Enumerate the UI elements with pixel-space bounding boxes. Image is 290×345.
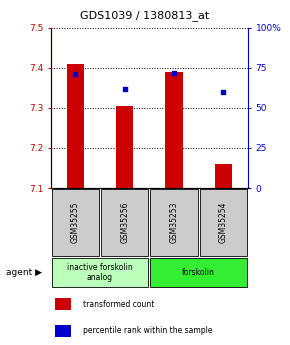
Text: GSM35254: GSM35254 — [219, 202, 228, 243]
Text: inactive forskolin
analog: inactive forskolin analog — [67, 263, 133, 282]
Text: forskolin: forskolin — [182, 268, 215, 277]
Point — [221, 89, 226, 95]
Bar — [55, 298, 71, 310]
Bar — [67, 64, 84, 188]
Point — [122, 86, 127, 91]
Text: GSM35255: GSM35255 — [71, 202, 80, 243]
Text: percentile rank within the sample: percentile rank within the sample — [83, 326, 212, 335]
Text: GSM35256: GSM35256 — [120, 202, 129, 243]
Bar — [150, 189, 198, 256]
Text: GSM35253: GSM35253 — [169, 202, 179, 243]
Bar — [215, 164, 232, 188]
Bar — [55, 325, 71, 337]
Bar — [101, 189, 148, 256]
Point — [73, 71, 78, 77]
Bar — [165, 72, 183, 188]
Bar — [116, 106, 133, 188]
Bar — [200, 189, 247, 256]
Bar — [150, 258, 247, 287]
Bar — [52, 189, 99, 256]
Text: transformed count: transformed count — [83, 299, 154, 308]
Text: agent ▶: agent ▶ — [6, 268, 42, 277]
Bar — [52, 258, 148, 287]
Text: GDS1039 / 1380813_at: GDS1039 / 1380813_at — [80, 10, 210, 21]
Point — [172, 70, 176, 75]
